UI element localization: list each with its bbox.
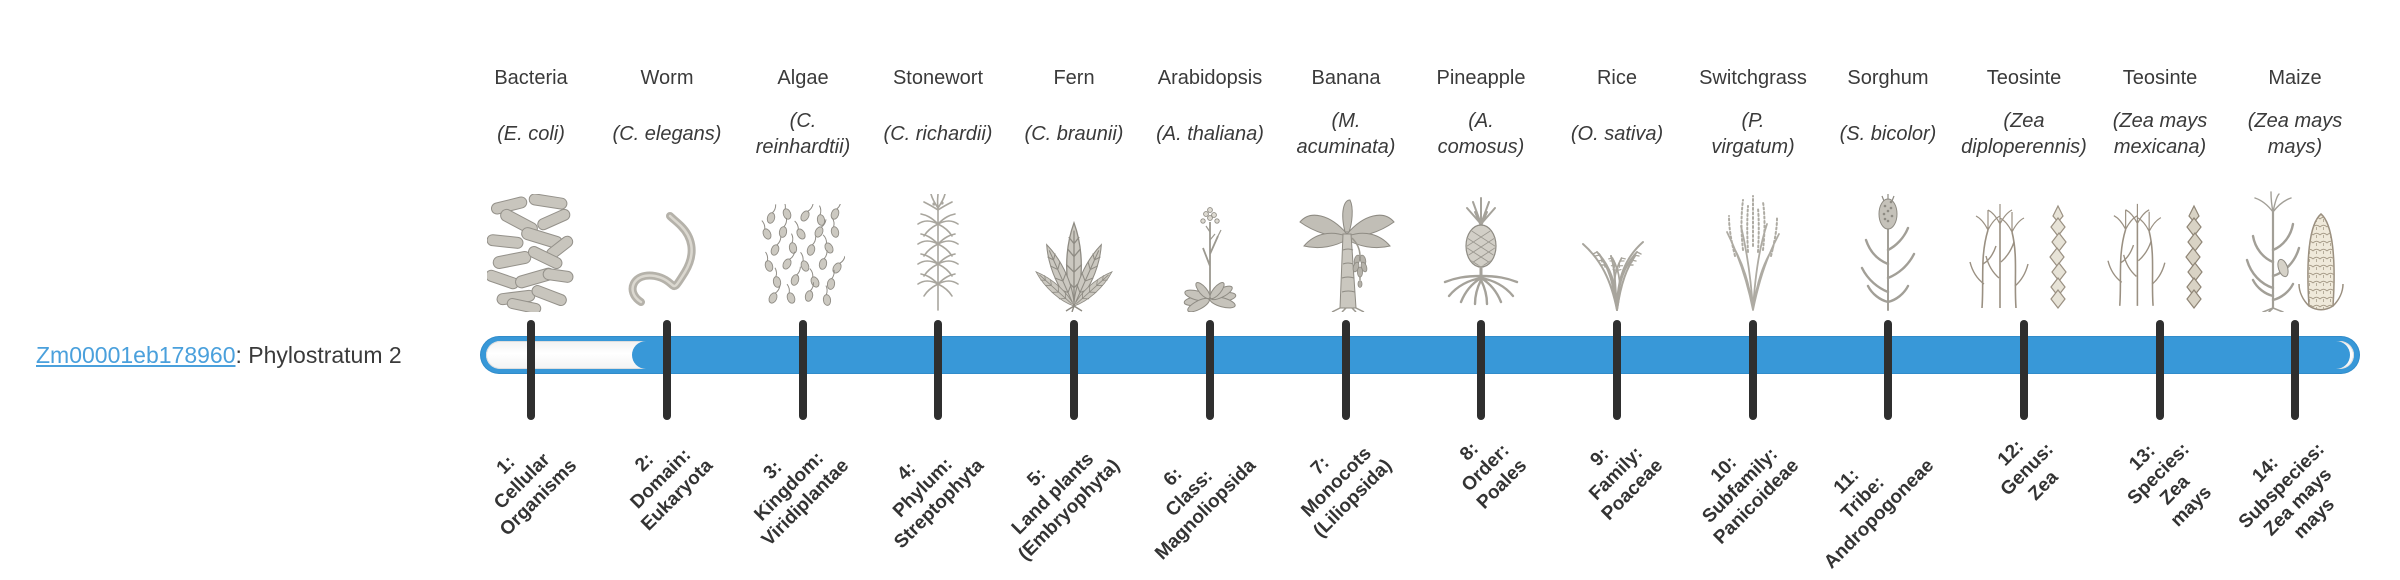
stratum-label-14: 14: Subspecies: Zea mays mays <box>2234 438 2339 544</box>
taxon-common-name: Teosinte <box>2122 67 2198 89</box>
taxon-latin-name: (C. reinhardtii) <box>755 110 851 158</box>
stratum-label-9: 9: Family: Poaceae <box>1585 442 1668 525</box>
taxon-common-name: Teosinte <box>1986 67 2062 89</box>
column-arabidopsis: Arabidopsis (A. thaliana) <box>1135 64 1285 312</box>
taxon-common-name: Worm <box>640 67 694 89</box>
pineapple-icon <box>1443 197 1519 306</box>
taxon-common-name: Fern <box>1053 67 1095 89</box>
stonewort-icon <box>917 194 959 311</box>
taxon-common-name: Banana <box>1311 67 1381 89</box>
taxon-common-name: Bacteria <box>494 67 568 89</box>
column-switchgrass: Switchgrass (P. virgatum) <box>1678 64 1828 312</box>
gene-id-link[interactable]: Zm00001eb178960 <box>36 342 236 368</box>
taxon-common-name: Arabidopsis <box>1157 67 1263 89</box>
column-stonewort: Stonewort (C. richardii) <box>863 64 1013 312</box>
switchgrass-icon <box>1726 195 1780 311</box>
column-worm: Worm (C. elegans) <box>592 64 742 312</box>
taxon-common-name: Maize <box>2268 67 2322 89</box>
phylostratum-tick-4 <box>934 320 942 420</box>
gene-phylostratum-text: : Phylostratum 2 <box>235 342 402 368</box>
worm-icon <box>628 212 696 306</box>
taxon-common-name: Pineapple <box>1436 67 1526 89</box>
taxon-latin-name: (A. comosus) <box>1437 110 1525 158</box>
stratum-label-5: 5: Land plants (Embryophyta) <box>1007 448 1125 565</box>
phylostratum-tick-12 <box>2020 320 2028 420</box>
fern-icon <box>1032 222 1116 312</box>
taxon-latin-name: (M. acuminata) <box>1296 110 1396 158</box>
column-pineapple: Pineapple (A. comosus) <box>1406 64 1556 312</box>
column-bacteria: Bacteria (E. coli) <box>456 64 606 312</box>
phylostratum-tick-6 <box>1206 320 1214 420</box>
stratum-label-2: 2: Domain: Eukaryota <box>626 444 718 536</box>
teosinte-icon <box>1969 203 2067 309</box>
taxon-latin-name: (Zea mays mexicana) <box>2112 110 2208 158</box>
phylostratum-tick-14 <box>2291 320 2299 420</box>
column-banana: Banana (M. acuminata) <box>1271 64 1421 312</box>
stratum-label-8: 8: Order: Poales <box>1456 438 1532 514</box>
taxon-latin-name: (P. virgatum) <box>1711 110 1795 158</box>
algae-icon <box>761 204 845 307</box>
column-fern: Fern (C. braunii) <box>999 64 1149 312</box>
phylostratum-tick-9 <box>1613 320 1621 420</box>
phylostratum-tick-7 <box>1342 320 1350 420</box>
taxon-latin-name: (S. bicolor) <box>1839 123 1937 145</box>
maize-icon <box>2245 191 2344 312</box>
phylostratum-tick-13 <box>2156 320 2164 420</box>
stratum-label-7: 7: Monocots (Liliopsida) <box>1297 443 1397 542</box>
stratum-label-11: 11: Tribe: Andropogoneae <box>1820 455 1939 574</box>
taxon-common-name: Stonewort <box>892 67 984 89</box>
stratum-label-3: 3: Kingdom: Viridiplantae <box>750 447 854 551</box>
taxon-common-name: Switchgrass <box>1699 67 1807 89</box>
taxon-latin-name: (C. elegans) <box>612 123 722 145</box>
column-teosinte-mexicana: Teosinte (Zea mays mexicana) <box>2085 64 2235 312</box>
taxon-latin-name: (C. braunii) <box>1024 123 1124 145</box>
stratum-label-12: 12: Genus: Zea <box>1993 436 2063 505</box>
stratum-label-4: 4: Phylum: Streptophyta <box>889 453 989 553</box>
stratum-label-1: 1: Cellular Organisms <box>490 449 582 541</box>
teosinte-icon <box>2107 203 2203 309</box>
phylostratum-tick-5 <box>1070 320 1078 420</box>
arabidopsis-icon <box>1183 207 1237 312</box>
phylostratum-tick-1 <box>527 320 535 420</box>
stratum-label-13: 13: Species: Zea mays <box>2123 438 2216 532</box>
phylostratum-tick-8 <box>1477 320 1485 420</box>
column-algae: Algae (C. reinhardtii) <box>728 64 878 312</box>
taxon-latin-name: (C. richardii) <box>883 123 993 145</box>
stratum-label-10: 10: Subfamily: Panicoideae <box>1698 443 1804 549</box>
phylostratum-tick-11 <box>1884 320 1892 420</box>
sorghum-icon <box>1860 194 1916 311</box>
gene-label: Zm00001eb178960: Phylostratum 2 <box>36 337 402 373</box>
column-rice: Rice (O. sativa) <box>1542 64 1692 312</box>
taxon-latin-name: (Zea diploperennis) <box>1961 110 2087 158</box>
taxon-common-name: Algae <box>777 67 829 89</box>
column-sorghum: Sorghum (S. bicolor) <box>1813 64 1963 312</box>
taxon-latin-name: (O. sativa) <box>1570 123 1664 145</box>
taxon-latin-name: (A. thaliana) <box>1156 123 1264 145</box>
phylostratum-tick-10 <box>1749 320 1757 420</box>
column-maize: Maize (Zea mays mays) <box>2220 64 2370 312</box>
column-teosinte-diploperennis: Teosinte (Zea diploperennis) <box>1949 64 2099 312</box>
rice-icon <box>1582 241 1644 311</box>
taxon-common-name: Rice <box>1596 67 1637 89</box>
taxon-common-name: Sorghum <box>1847 67 1929 89</box>
bacteria-icon <box>487 194 574 312</box>
taxon-latin-name: (Zea mays mays) <box>2247 110 2343 158</box>
phylostratum-tick-3 <box>799 320 807 420</box>
phylostratum-tick-2 <box>663 320 671 420</box>
phylostratum-bar-fill <box>632 341 2350 369</box>
taxon-latin-name: (E. coli) <box>497 123 565 145</box>
stratum-label-6: 6: Class: Magnoliopsida <box>1151 455 1261 565</box>
banana-icon <box>1299 199 1395 312</box>
